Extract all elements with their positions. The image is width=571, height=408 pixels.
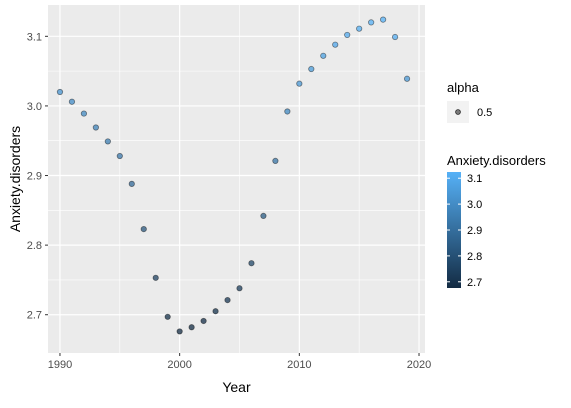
y-axis-title: Anxiety.disorders xyxy=(7,126,23,232)
x-tick-label: 1990 xyxy=(48,359,72,371)
data-point xyxy=(368,19,375,26)
data-point xyxy=(296,80,303,87)
y-tick-label: 3.1 xyxy=(27,31,42,43)
x-axis-title: Year xyxy=(222,379,251,395)
colorbar-tick-label: 2.7 xyxy=(467,277,482,289)
x-tick-label: 2000 xyxy=(167,359,191,371)
y-tick-label: 2.7 xyxy=(27,310,42,322)
y-axis: 2.7 2.8 2.9 3.0 3.1 xyxy=(27,31,48,322)
data-point xyxy=(236,285,243,292)
legend-alpha-title: alpha xyxy=(447,80,480,95)
legend-alpha-label: 0.5 xyxy=(477,107,492,119)
data-point xyxy=(391,33,399,41)
data-point xyxy=(80,110,88,117)
data-point xyxy=(403,75,411,82)
data-point xyxy=(92,124,99,131)
major-gridlines xyxy=(48,5,425,353)
y-tick-label: 2.8 xyxy=(27,240,42,252)
x-tick-label: 2020 xyxy=(407,359,431,371)
colorbar-ticks: 2.7 2.8 2.9 3.0 3.1 xyxy=(447,173,482,289)
data-point xyxy=(104,138,111,145)
data-point xyxy=(320,52,327,59)
data-point xyxy=(152,274,159,281)
colorbar-tick-label: 3.0 xyxy=(467,199,482,211)
data-point xyxy=(164,313,171,320)
data-point xyxy=(248,260,255,267)
data-point xyxy=(344,31,351,39)
data-point xyxy=(272,157,279,165)
data-point xyxy=(332,41,339,48)
data-point xyxy=(176,328,183,335)
data-point xyxy=(188,324,195,331)
legend-alpha-point xyxy=(455,109,461,115)
colorbar-tick-label: 3.1 xyxy=(467,173,482,185)
colorbar xyxy=(447,172,461,288)
plot-panel xyxy=(48,5,425,353)
minor-gridlines xyxy=(48,5,425,353)
x-tick-label: 2010 xyxy=(287,359,311,371)
x-axis: 1990 2000 2010 2020 xyxy=(48,353,431,371)
data-point xyxy=(128,180,135,187)
data-point xyxy=(284,108,291,115)
colorbar-tick-label: 2.8 xyxy=(467,251,482,263)
legend: alpha 0.5 Anxiety.disorders 2.7 2.8 2.9 3.0… xyxy=(447,80,546,289)
data-point xyxy=(260,212,267,219)
data-point xyxy=(200,317,207,325)
legend-color-title: Anxiety.disorders xyxy=(447,153,546,168)
data-points xyxy=(56,16,411,335)
data-point xyxy=(356,25,363,32)
data-point xyxy=(140,226,147,233)
y-tick-label: 2.9 xyxy=(27,171,42,183)
colorbar-tick-label: 2.9 xyxy=(467,225,482,237)
data-point xyxy=(68,98,76,105)
data-point xyxy=(308,65,315,73)
data-point xyxy=(224,297,231,304)
data-point xyxy=(116,152,123,160)
data-point xyxy=(380,16,387,23)
data-point xyxy=(212,308,219,315)
y-tick-label: 3.0 xyxy=(27,101,42,113)
data-point xyxy=(56,88,64,96)
